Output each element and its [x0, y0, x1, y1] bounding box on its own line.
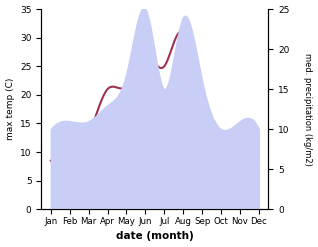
X-axis label: date (month): date (month): [116, 231, 194, 242]
Y-axis label: med. precipitation (kg/m2): med. precipitation (kg/m2): [303, 53, 313, 165]
Y-axis label: max temp (C): max temp (C): [5, 78, 15, 140]
